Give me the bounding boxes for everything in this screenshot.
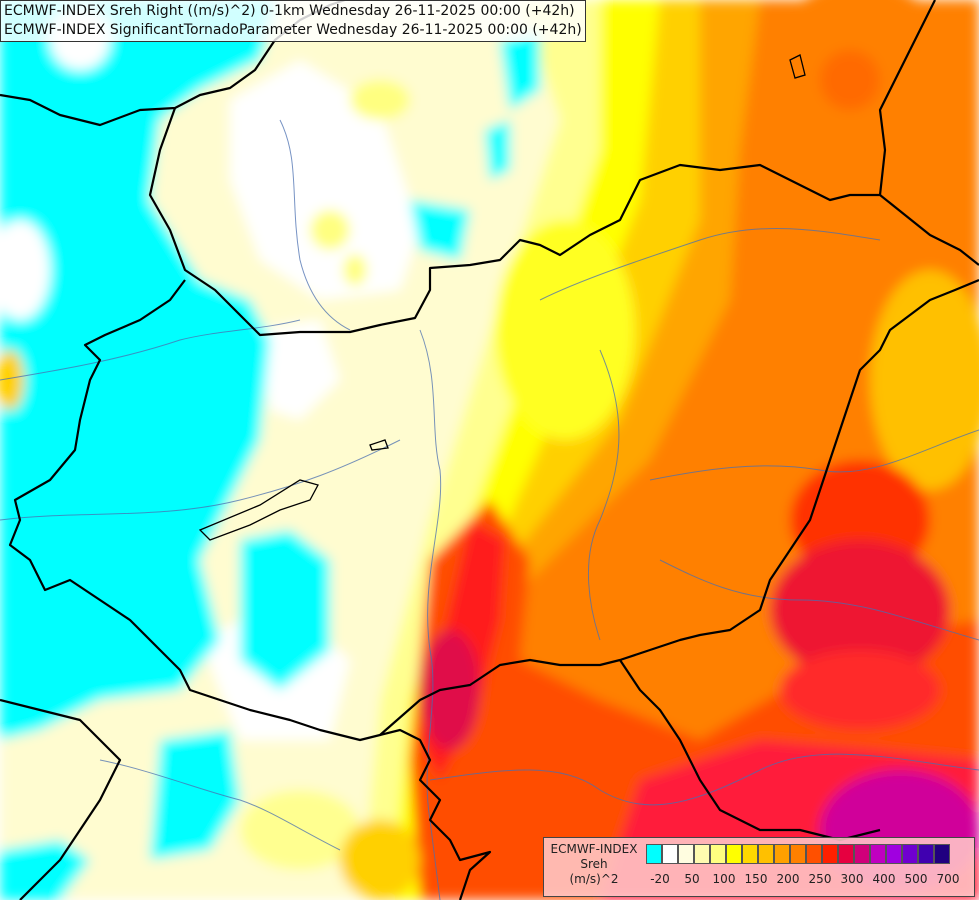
legend-swatch xyxy=(726,844,742,864)
legend-tick-label: 400 xyxy=(872,872,896,886)
legend-swatch xyxy=(646,844,662,864)
legend-swatch xyxy=(854,844,870,864)
legend-tick-label: 250 xyxy=(808,872,832,886)
legend-swatch xyxy=(678,844,694,864)
legend-unit: (m/s)^2 xyxy=(569,872,619,886)
legend-tick-label: 100 xyxy=(712,872,736,886)
legend-title-source: ECMWF-INDEX xyxy=(550,842,638,856)
legend-swatch xyxy=(902,844,918,864)
lakes xyxy=(198,54,806,541)
title-line-1: ECMWF-INDEX Sreh Right ((m/s)^2) 0-1km W… xyxy=(4,3,575,19)
legend-swatch xyxy=(662,844,678,864)
legend-tick-label: 700 xyxy=(936,872,960,886)
legend-swatch xyxy=(806,844,822,864)
legend-tick-label: 200 xyxy=(776,872,800,886)
legend-title: ECMWF-INDEX Sreh (m/s)^2 xyxy=(546,842,642,887)
legend-swatch xyxy=(918,844,934,864)
legend-swatch xyxy=(758,844,774,864)
legend-title-variable: Sreh xyxy=(580,857,608,871)
title-line-2: ECMWF-INDEX SignificantTornadoParameter … xyxy=(4,22,582,38)
legend-tick-label: 150 xyxy=(744,872,768,886)
color-legend: ECMWF-INDEX Sreh (m/s)^2 -20 50 100 150 200 2… xyxy=(543,837,975,897)
legend-tick-label: 500 xyxy=(904,872,928,886)
rivers-layer xyxy=(0,119,979,900)
legend-tick-label: -20 xyxy=(650,872,670,886)
map-title: ECMWF-INDEX Sreh Right ((m/s)^2) 0-1km W… xyxy=(0,0,586,42)
legend-swatch xyxy=(774,844,790,864)
legend-tick-label: 50 xyxy=(684,872,700,886)
legend-ticks: -20 50 100 150 200 250 300 400 500 700 xyxy=(646,872,976,888)
legend-swatch xyxy=(838,844,854,864)
legend-swatch xyxy=(710,844,726,864)
legend-swatch xyxy=(934,844,950,864)
legend-tick-label: 300 xyxy=(840,872,864,886)
legend-swatch xyxy=(870,844,886,864)
legend-swatches xyxy=(646,844,950,864)
legend-swatch xyxy=(886,844,902,864)
legend-swatch xyxy=(790,844,806,864)
legend-swatch xyxy=(694,844,710,864)
legend-swatch xyxy=(822,844,838,864)
legend-swatch xyxy=(742,844,758,864)
